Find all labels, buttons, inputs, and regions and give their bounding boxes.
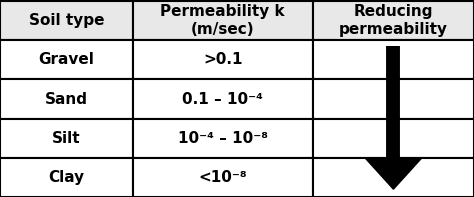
Text: Permeability k
(m/sec): Permeability k (m/sec)	[161, 4, 285, 37]
Bar	[0, 119, 133, 158]
Text: Soil type: Soil type	[28, 13, 104, 28]
Bar	[0, 79, 133, 119]
Text: 10⁻⁴ – 10⁻⁸: 10⁻⁴ – 10⁻⁸	[178, 131, 268, 146]
Polygon shape	[365, 158, 422, 189]
Text: Gravel: Gravel	[38, 52, 94, 67]
Bar	[0, 158, 133, 197]
Bar	[133, 79, 313, 119]
Text: Silt: Silt	[52, 131, 81, 146]
Text: 0.1 – 10⁻⁴: 0.1 – 10⁻⁴	[182, 92, 263, 107]
Bar	[133, 119, 313, 158]
Bar	[313, 158, 474, 197]
Text: Sand: Sand	[45, 92, 88, 107]
Bar	[313, 79, 474, 119]
Text: Reducing
permeability: Reducing permeability	[339, 4, 448, 37]
Bar	[133, 40, 313, 79]
Bar	[0, 1, 133, 40]
Text: <10⁻⁸: <10⁻⁸	[199, 170, 247, 185]
Bar	[313, 119, 474, 158]
Bar	[133, 158, 313, 197]
Bar	[313, 40, 474, 79]
Bar	[0, 40, 133, 79]
Bar	[133, 1, 313, 40]
Bar	[313, 1, 474, 40]
Text: >0.1: >0.1	[203, 52, 243, 67]
Text: Clay: Clay	[48, 170, 84, 185]
